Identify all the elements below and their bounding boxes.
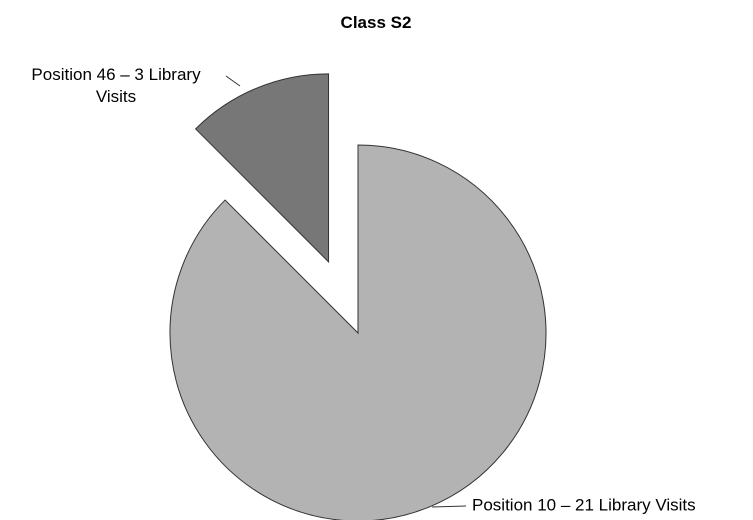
chart-title: Class S2 [341, 13, 412, 32]
leader-line [431, 505, 467, 508]
leader-line [225, 75, 241, 87]
pie-slice [194, 73, 330, 264]
slice-label: Position 46 – 3 Library Visits [31, 65, 201, 106]
pie-slice [169, 144, 547, 520]
slice-label: Position 10 – 21 Library Visits [472, 495, 696, 514]
